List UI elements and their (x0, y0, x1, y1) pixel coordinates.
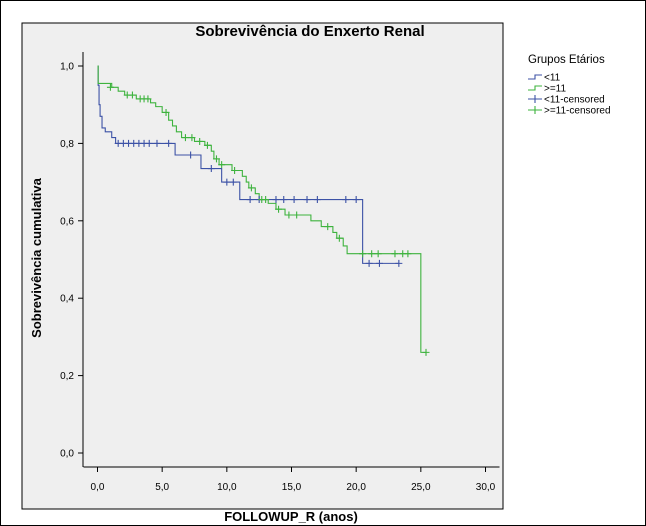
censor-mark-11-and-over (262, 196, 270, 204)
censor-mark-11-and-over (144, 95, 152, 103)
censor-mark-under-11 (153, 139, 161, 147)
censor-mark-under-11 (207, 165, 215, 173)
censor-mark-under-11 (280, 196, 288, 204)
x-tick-label: 10,0 (217, 482, 237, 493)
censor-mark-11-and-over (203, 141, 211, 149)
censor-mark-under-11 (246, 196, 254, 204)
y-axis: 0,0 0,2 0,4 0,6 0,8 1,0 (60, 52, 84, 467)
censor-mark-11-and-over (285, 211, 293, 219)
censor-mark-11-and-over (324, 223, 332, 231)
censor-mark-under-11 (375, 259, 383, 267)
legend-label: <11-censored (544, 95, 605, 106)
x-tick-label: 0,0 (91, 482, 105, 493)
x-tick-label: 30,0 (476, 482, 496, 493)
y-tick-label: 1,0 (60, 62, 74, 73)
censor-mark-under-11 (223, 178, 231, 186)
censor-mark-11-and-over (247, 184, 255, 192)
x-axis: 0,0 5,0 10,0 15,0 20,0 25,0 30,0 (83, 466, 500, 493)
censor-mark-under-11 (395, 259, 403, 267)
y-tick-label: 0,6 (60, 216, 74, 227)
censor-mark-under-11 (272, 196, 280, 204)
censor-mark-11-and-over (181, 134, 189, 142)
censor-mark-under-11 (145, 139, 153, 147)
censor-mark-11-and-over (359, 250, 367, 258)
x-tick-label: 5,0 (155, 482, 169, 493)
censor-mark-11-and-over (293, 211, 301, 219)
legend: Grupos Etários <11>=11<11-censored>=11-c… (528, 54, 611, 117)
censor-mark-11-and-over (368, 250, 376, 258)
censor-mark-under-11 (365, 259, 373, 267)
x-tick-label: 25,0 (411, 482, 431, 493)
legend-censor-symbol (528, 106, 542, 114)
y-tick-label: 0,8 (60, 139, 74, 150)
legend-label: >=11 (544, 84, 566, 95)
x-tick-label: 15,0 (282, 482, 302, 493)
censor-mark-under-11 (352, 196, 360, 204)
censor-mark-11-and-over (391, 250, 399, 258)
y-tick-label: 0,0 (60, 449, 74, 460)
censor-mark-11-and-over (106, 83, 114, 91)
censor-mark-11-and-over (422, 348, 430, 356)
censor-mark-11-and-over (218, 161, 226, 169)
legend-line-symbol (528, 85, 542, 91)
censor-mark-11-and-over (128, 91, 136, 99)
censor-mark-11-and-over (196, 137, 204, 145)
x-tick-label: 20,0 (346, 482, 366, 493)
series-line-11-and-over (97, 65, 427, 353)
y-tick-label: 0,2 (60, 371, 74, 382)
censor-mark-11-and-over (275, 205, 283, 213)
censor-mark-under-11 (187, 151, 195, 159)
censor-mark-11-and-over (212, 155, 220, 163)
legend-label: >=11-censored (544, 106, 611, 117)
censor-mark-under-11 (313, 196, 321, 204)
censor-mark-11-and-over (335, 234, 343, 242)
censor-mark-under-11 (342, 196, 350, 204)
censor-mark-11-and-over (188, 134, 196, 142)
legend-title: Grupos Etários (528, 54, 605, 66)
censor-mark-11-and-over (374, 250, 382, 258)
legend-label: <11 (544, 73, 561, 84)
censor-mark-under-11 (303, 196, 311, 204)
legend-line-symbol (528, 74, 542, 80)
censor-mark-11-and-over (162, 108, 170, 116)
y-axis-title: Sobrevivência cumulativa (29, 177, 44, 337)
x-axis-title: FOLLOWUP_R (anos) (224, 509, 358, 524)
censor-mark-under-11 (290, 196, 298, 204)
chart-title: Sobrevivência do Enxerto Renal (195, 23, 424, 40)
censor-mark-11-and-over (231, 166, 239, 174)
plot-area (21, 22, 504, 510)
censor-mark-under-11 (165, 139, 173, 147)
censor-mark-11-and-over (404, 250, 412, 258)
legend-censor-symbol (528, 95, 542, 103)
censor-mark-under-11 (229, 178, 237, 186)
y-tick-label: 0,4 (60, 294, 74, 305)
censor-layer (106, 83, 430, 356)
